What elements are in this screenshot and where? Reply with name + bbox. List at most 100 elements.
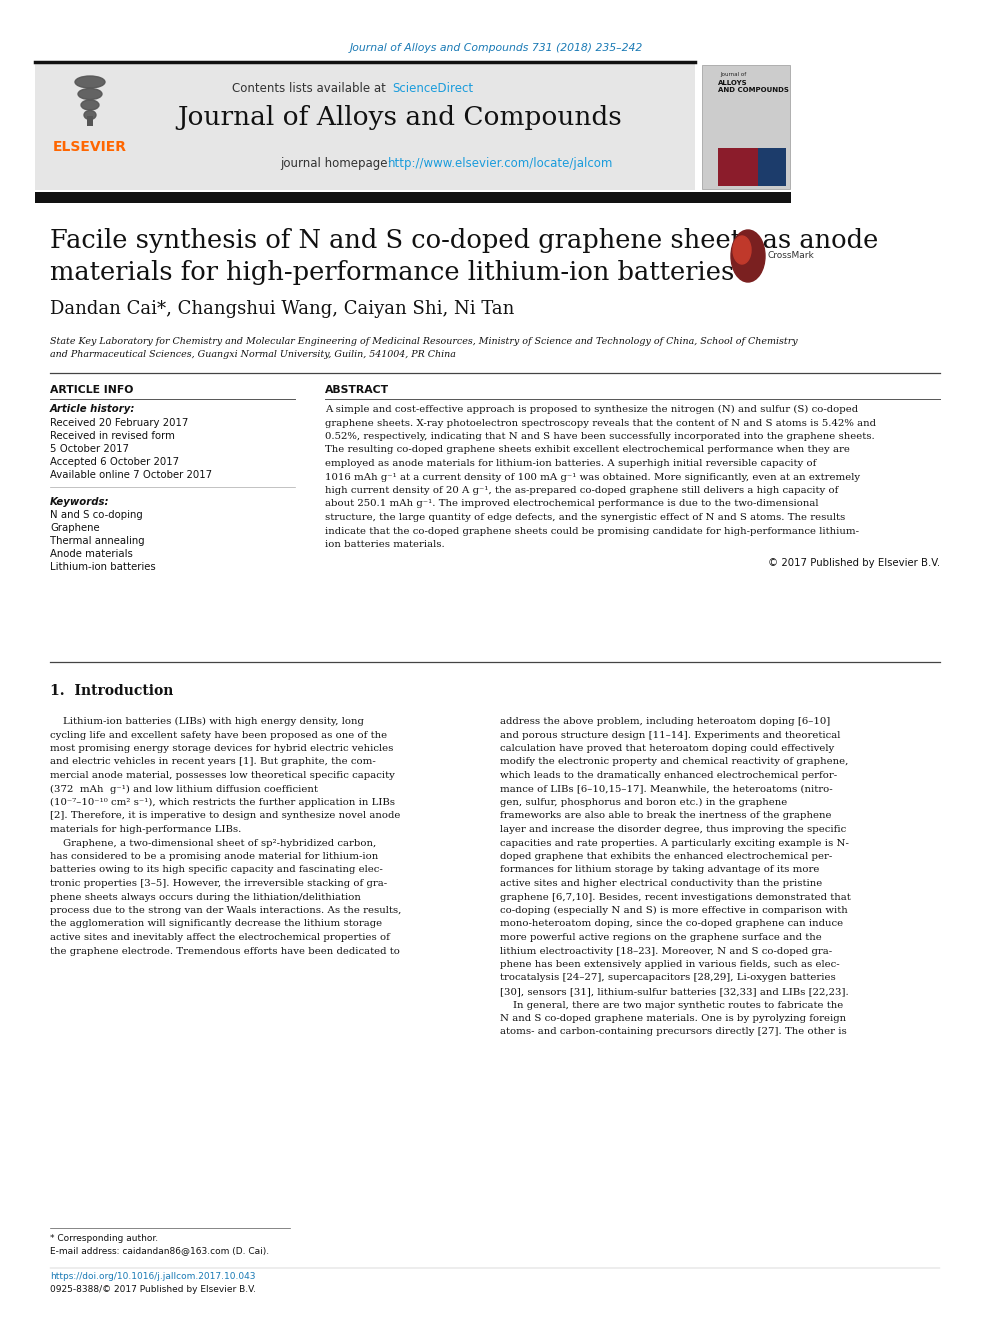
Text: [2]. Therefore, it is imperative to design and synthesize novel anode: [2]. Therefore, it is imperative to desi…	[50, 811, 401, 820]
Text: high current density of 20 A g⁻¹, the as-prepared co-doped graphene still delive: high current density of 20 A g⁻¹, the as…	[325, 486, 838, 495]
Text: Article history:: Article history:	[50, 404, 135, 414]
Text: ion batteries materials.: ion batteries materials.	[325, 540, 444, 549]
Text: and electric vehicles in recent years [1]. But graphite, the com-: and electric vehicles in recent years [1…	[50, 758, 376, 766]
FancyBboxPatch shape	[87, 116, 93, 126]
FancyBboxPatch shape	[35, 192, 791, 202]
Text: atoms- and carbon-containing precursors directly [27]. The other is: atoms- and carbon-containing precursors …	[500, 1028, 847, 1036]
Text: The resulting co-doped graphene sheets exhibit excellent electrochemical perform: The resulting co-doped graphene sheets e…	[325, 446, 850, 455]
Text: gen, sulfur, phosphorus and boron etc.) in the graphene: gen, sulfur, phosphorus and boron etc.) …	[500, 798, 788, 807]
Text: ScienceDirect: ScienceDirect	[392, 82, 473, 94]
Text: Contents lists available at: Contents lists available at	[232, 82, 390, 94]
Text: formances for lithium storage by taking advantage of its more: formances for lithium storage by taking …	[500, 865, 819, 875]
Text: active sites and higher electrical conductivity than the pristine: active sites and higher electrical condu…	[500, 878, 822, 888]
Text: has considered to be a promising anode material for lithium-ion: has considered to be a promising anode m…	[50, 852, 378, 861]
Text: Accepted 6 October 2017: Accepted 6 October 2017	[50, 456, 180, 467]
Text: graphene [6,7,10]. Besides, recent investigations demonstrated that: graphene [6,7,10]. Besides, recent inves…	[500, 893, 851, 901]
Text: Lithium-ion batteries: Lithium-ion batteries	[50, 562, 156, 572]
Ellipse shape	[75, 75, 105, 89]
FancyBboxPatch shape	[702, 65, 790, 189]
Text: trocatalysis [24–27], supercapacitors [28,29], Li-oxygen batteries: trocatalysis [24–27], supercapacitors [2…	[500, 974, 835, 983]
Text: which leads to the dramatically enhanced electrochemical perfor-: which leads to the dramatically enhanced…	[500, 771, 837, 781]
Text: tronic properties [3–5]. However, the irreversible stacking of gra-: tronic properties [3–5]. However, the ir…	[50, 878, 387, 888]
Text: N and S co-doped graphene materials. One is by pyrolyzing foreign: N and S co-doped graphene materials. One…	[500, 1013, 846, 1023]
Text: Available online 7 October 2017: Available online 7 October 2017	[50, 470, 212, 480]
Text: layer and increase the disorder degree, thus improving the specific: layer and increase the disorder degree, …	[500, 826, 846, 833]
Text: State Key Laboratory for Chemistry and Molecular Engineering of Medicinal Resour: State Key Laboratory for Chemistry and M…	[50, 337, 798, 347]
Text: Received in revised form: Received in revised form	[50, 431, 175, 441]
Text: ABSTRACT: ABSTRACT	[325, 385, 389, 396]
Text: Anode materials: Anode materials	[50, 549, 133, 560]
Text: doped graphene that exhibits the enhanced electrochemical per-: doped graphene that exhibits the enhance…	[500, 852, 832, 861]
Text: Received 20 February 2017: Received 20 February 2017	[50, 418, 188, 429]
Text: CrossMark: CrossMark	[768, 251, 814, 261]
Text: Dandan Cai*, Changshui Wang, Caiyan Shi, Ni Tan: Dandan Cai*, Changshui Wang, Caiyan Shi,…	[50, 300, 515, 318]
Text: 1016 mAh g⁻¹ at a current density of 100 mA g⁻¹ was obtained. More significantly: 1016 mAh g⁻¹ at a current density of 100…	[325, 472, 860, 482]
Text: phene sheets always occurs during the lithiation/delithiation: phene sheets always occurs during the li…	[50, 893, 361, 901]
Ellipse shape	[78, 89, 102, 99]
Text: co-doping (especially N and S) is more effective in comparison with: co-doping (especially N and S) is more e…	[500, 906, 848, 916]
FancyBboxPatch shape	[758, 148, 786, 187]
Text: lithium electroactivity [18–23]. Moreover, N and S co-doped gra-: lithium electroactivity [18–23]. Moreove…	[500, 946, 832, 955]
Text: employed as anode materials for lithium-ion batteries. A superhigh initial rever: employed as anode materials for lithium-…	[325, 459, 816, 468]
Text: frameworks are also able to break the inertness of the graphene: frameworks are also able to break the in…	[500, 811, 831, 820]
Text: Journal of Alloys and Compounds: Journal of Alloys and Compounds	[178, 106, 622, 131]
Text: (10⁻⁷–10⁻¹⁰ cm² s⁻¹), which restricts the further application in LIBs: (10⁻⁷–10⁻¹⁰ cm² s⁻¹), which restricts th…	[50, 798, 395, 807]
Text: Graphene: Graphene	[50, 523, 99, 533]
Text: calculation have proved that heteroatom doping could effectively: calculation have proved that heteroatom …	[500, 744, 834, 753]
Text: process due to the strong van der Waals interactions. As the results,: process due to the strong van der Waals …	[50, 906, 402, 916]
Text: active sites and inevitably affect the electrochemical properties of: active sites and inevitably affect the e…	[50, 933, 390, 942]
Text: Journal of: Journal of	[720, 71, 746, 77]
Text: Thermal annealing: Thermal annealing	[50, 536, 145, 546]
Text: batteries owing to its high specific capacity and fascinating elec-: batteries owing to its high specific cap…	[50, 865, 383, 875]
Text: structure, the large quantity of edge defects, and the synergistic effect of N a: structure, the large quantity of edge de…	[325, 513, 845, 523]
Text: mono-heteroatom doping, since the co-doped graphene can induce: mono-heteroatom doping, since the co-dop…	[500, 919, 843, 929]
Text: mercial anode material, possesses low theoretical specific capacity: mercial anode material, possesses low th…	[50, 771, 395, 781]
Text: Facile synthesis of N and S co-doped graphene sheets as anode: Facile synthesis of N and S co-doped gra…	[50, 228, 878, 253]
FancyBboxPatch shape	[35, 64, 695, 191]
Text: graphene sheets. X-ray photoelectron spectroscopy reveals that the content of N : graphene sheets. X-ray photoelectron spe…	[325, 418, 876, 427]
Text: and porous structure design [11–14]. Experiments and theoretical: and porous structure design [11–14]. Exp…	[500, 730, 840, 740]
Text: ALLOYS
AND COMPOUNDS: ALLOYS AND COMPOUNDS	[718, 79, 789, 93]
Text: N and S co-doping: N and S co-doping	[50, 509, 143, 520]
Ellipse shape	[733, 235, 751, 265]
Text: modify the electronic property and chemical reactivity of graphene,: modify the electronic property and chemi…	[500, 758, 848, 766]
Text: 5 October 2017: 5 October 2017	[50, 445, 129, 454]
Text: (372  mAh  g⁻¹) and low lithium diffusion coefficient: (372 mAh g⁻¹) and low lithium diffusion …	[50, 785, 317, 794]
Text: journal homepage:: journal homepage:	[280, 156, 395, 169]
Text: 0.52%, respectively, indicating that N and S have been successfully incorporated: 0.52%, respectively, indicating that N a…	[325, 433, 875, 441]
Text: ELSEVIER: ELSEVIER	[53, 140, 127, 153]
Text: mance of LIBs [6–10,15–17]. Meanwhile, the heteroatoms (nitro-: mance of LIBs [6–10,15–17]. Meanwhile, t…	[500, 785, 832, 794]
Text: phene has been extensively applied in various fields, such as elec-: phene has been extensively applied in va…	[500, 960, 839, 968]
Text: cycling life and excellent safety have been proposed as one of the: cycling life and excellent safety have b…	[50, 730, 387, 740]
Text: capacities and rate properties. A particularly exciting example is N-: capacities and rate properties. A partic…	[500, 839, 849, 848]
Text: the agglomeration will significantly decrease the lithium storage: the agglomeration will significantly dec…	[50, 919, 382, 929]
Text: In general, there are two major synthetic routes to fabricate the: In general, there are two major syntheti…	[500, 1000, 843, 1009]
Text: 0925-8388/© 2017 Published by Elsevier B.V.: 0925-8388/© 2017 Published by Elsevier B…	[50, 1285, 256, 1294]
Text: https://doi.org/10.1016/j.jallcom.2017.10.043: https://doi.org/10.1016/j.jallcom.2017.1…	[50, 1271, 256, 1281]
Text: [30], sensors [31], lithium-sulfur batteries [32,33] and LIBs [22,23].: [30], sensors [31], lithium-sulfur batte…	[500, 987, 849, 996]
Ellipse shape	[731, 230, 765, 282]
Text: the graphene electrode. Tremendous efforts have been dedicated to: the graphene electrode. Tremendous effor…	[50, 946, 400, 955]
Text: © 2017 Published by Elsevier B.V.: © 2017 Published by Elsevier B.V.	[768, 557, 940, 568]
Text: most promising energy storage devices for hybrid electric vehicles: most promising energy storage devices fo…	[50, 744, 394, 753]
Text: Graphene, a two-dimensional sheet of sp²-hybridized carbon,: Graphene, a two-dimensional sheet of sp²…	[50, 839, 376, 848]
Text: A simple and cost-effective approach is proposed to synthesize the nitrogen (N) : A simple and cost-effective approach is …	[325, 405, 858, 414]
Ellipse shape	[84, 111, 96, 119]
Text: ARTICLE INFO: ARTICLE INFO	[50, 385, 133, 396]
Text: Keywords:: Keywords:	[50, 497, 109, 507]
FancyBboxPatch shape	[718, 148, 758, 187]
Text: http://www.elsevier.com/locate/jalcom: http://www.elsevier.com/locate/jalcom	[388, 156, 613, 169]
Text: address the above problem, including heteroatom doping [6–10]: address the above problem, including het…	[500, 717, 830, 726]
Text: Journal of Alloys and Compounds 731 (2018) 235–242: Journal of Alloys and Compounds 731 (201…	[349, 44, 643, 53]
Text: Lithium-ion batteries (LIBs) with high energy density, long: Lithium-ion batteries (LIBs) with high e…	[50, 717, 364, 726]
Text: materials for high-performance lithium-ion batteries: materials for high-performance lithium-i…	[50, 261, 734, 284]
Text: E-mail address: caidandan86@163.com (D. Cai).: E-mail address: caidandan86@163.com (D. …	[50, 1246, 269, 1256]
Ellipse shape	[81, 101, 99, 110]
Text: and Pharmaceutical Sciences, Guangxi Normal University, Guilin, 541004, PR China: and Pharmaceutical Sciences, Guangxi Nor…	[50, 351, 456, 359]
Text: materials for high-performance LIBs.: materials for high-performance LIBs.	[50, 826, 241, 833]
Text: indicate that the co-doped graphene sheets could be promising candidate for high: indicate that the co-doped graphene shee…	[325, 527, 859, 536]
Text: 1.  Introduction: 1. Introduction	[50, 684, 174, 699]
Text: about 250.1 mAh g⁻¹. The improved electrochemical performance is due to the two-: about 250.1 mAh g⁻¹. The improved electr…	[325, 500, 818, 508]
Text: more powerful active regions on the graphene surface and the: more powerful active regions on the grap…	[500, 933, 821, 942]
Text: * Corresponding author.: * Corresponding author.	[50, 1234, 158, 1244]
